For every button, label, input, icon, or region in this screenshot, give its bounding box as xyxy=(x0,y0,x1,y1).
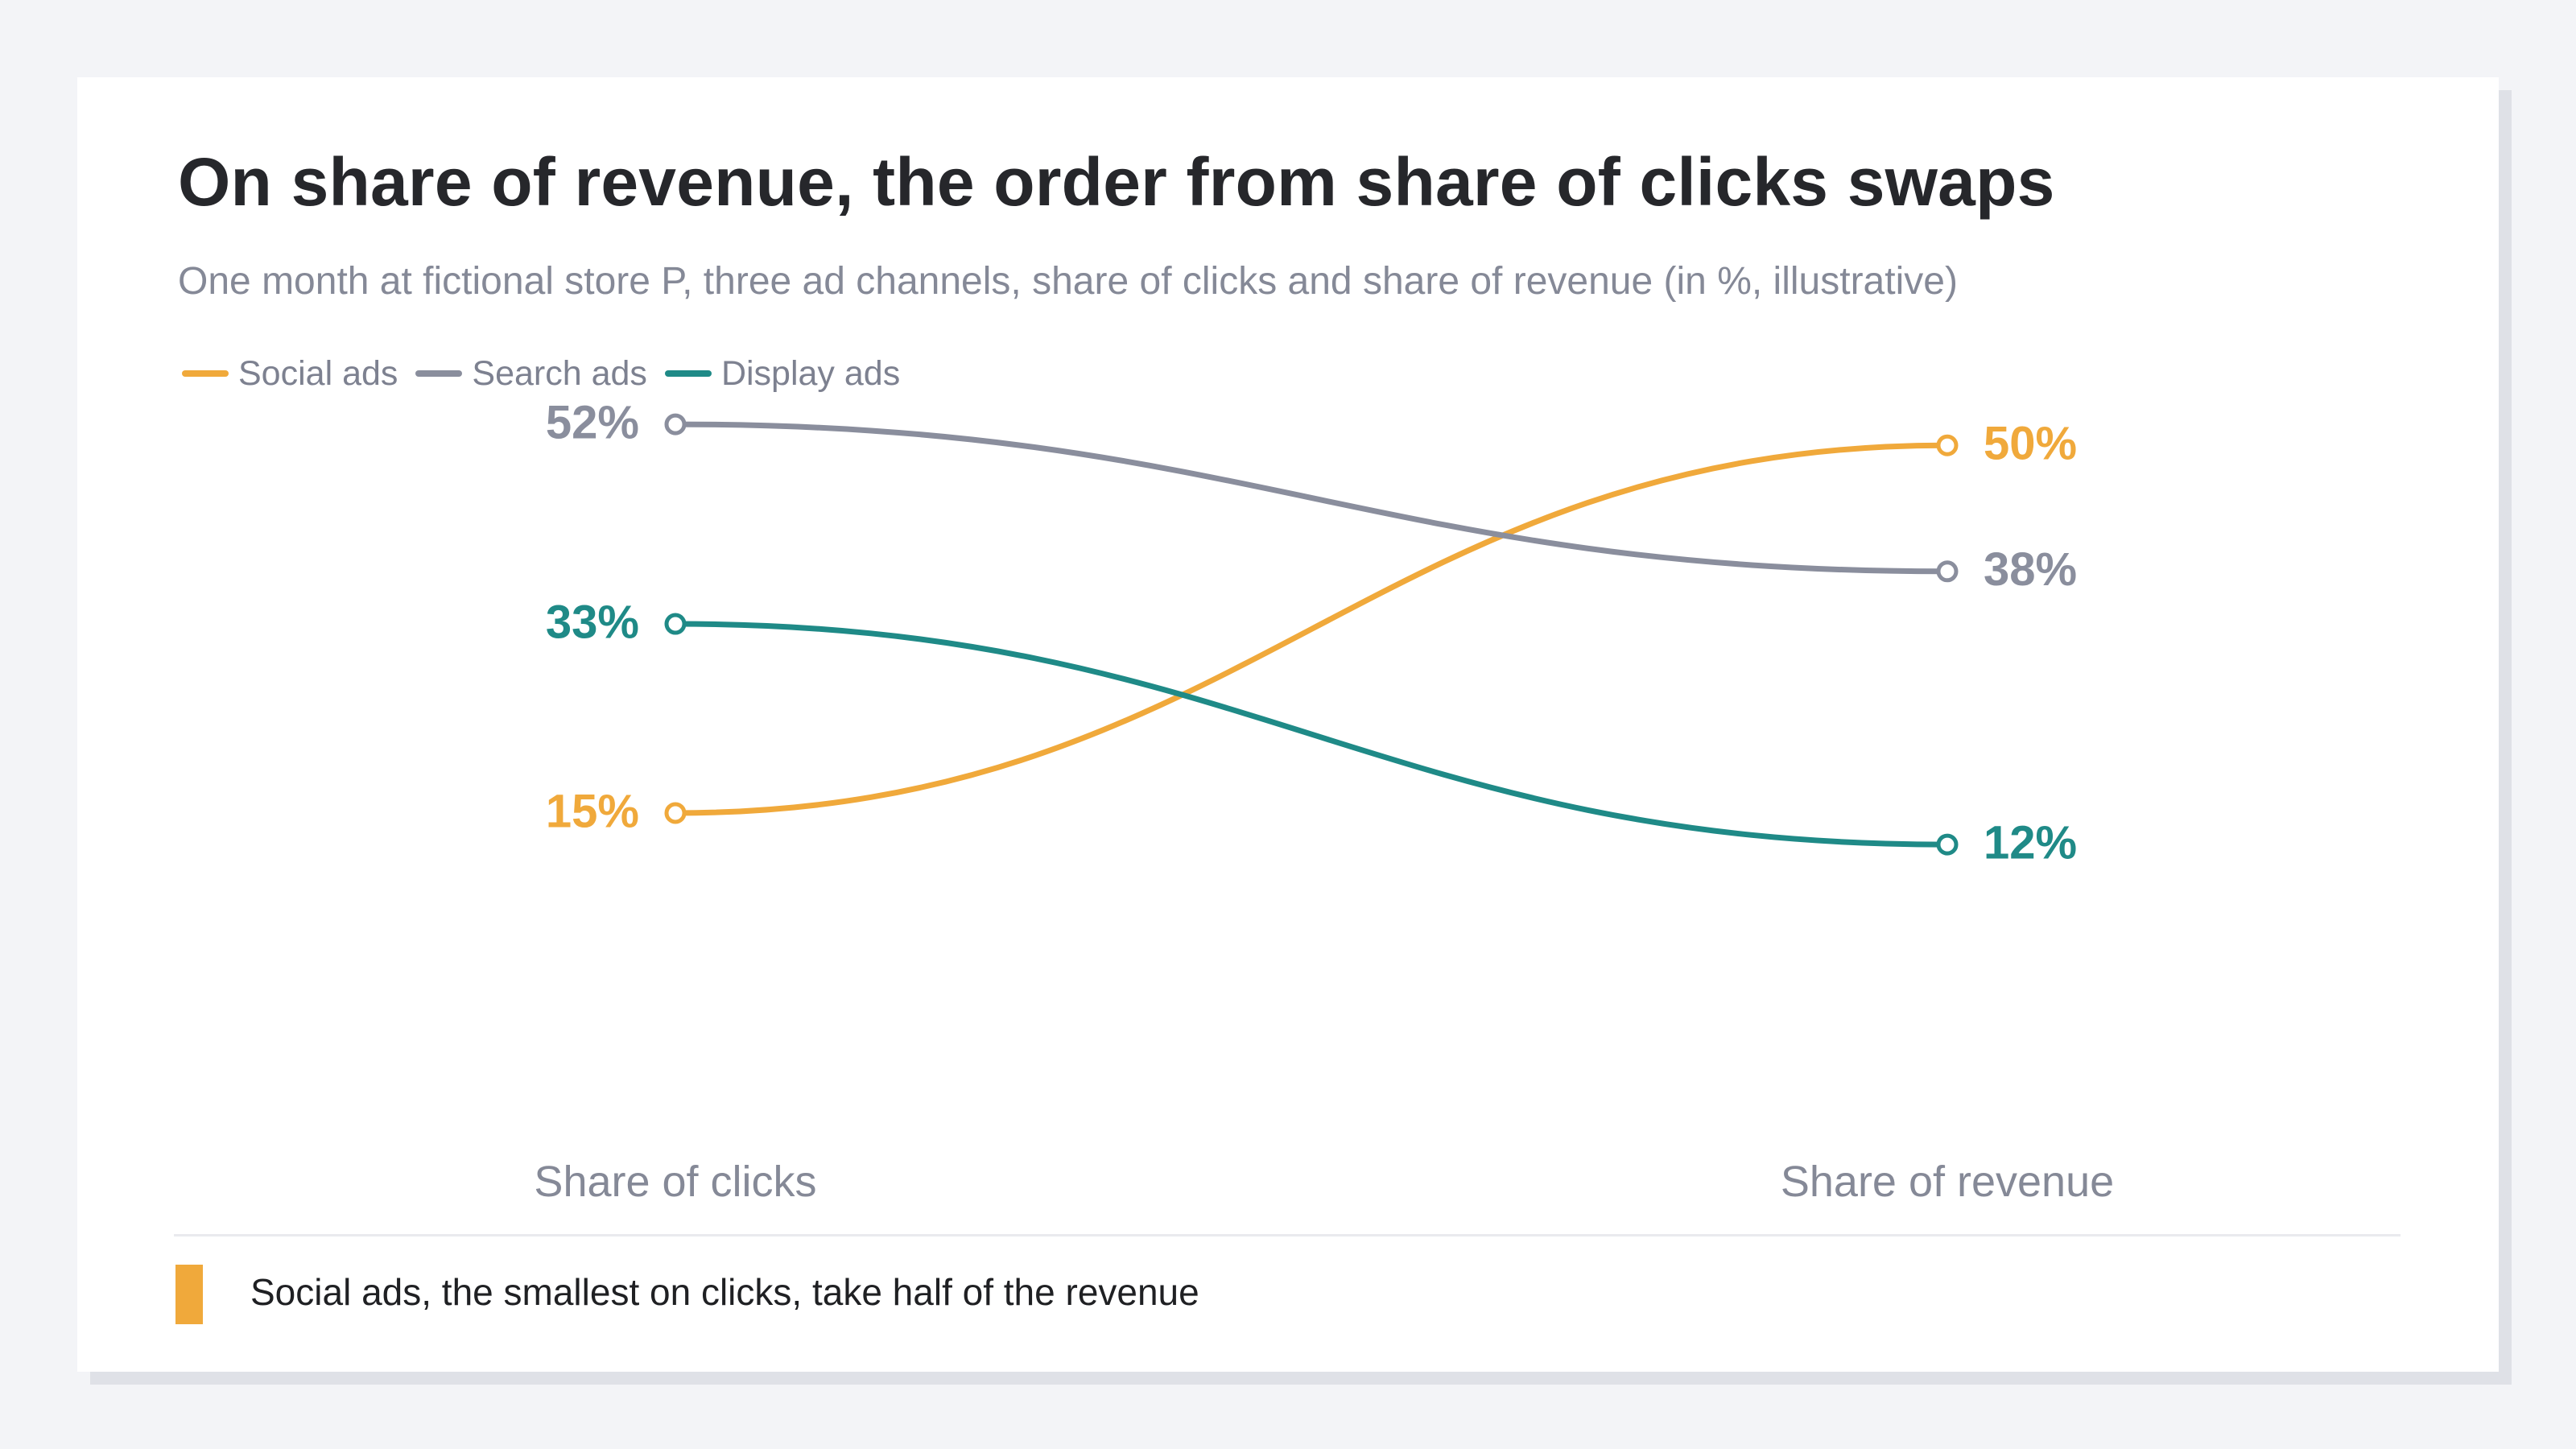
note-accent-bar xyxy=(175,1265,203,1324)
point-marker-display-ads-revenue xyxy=(1936,833,1959,856)
chart-title: On share of revenue, the order from shar… xyxy=(178,144,2055,220)
value-label-social-ads-clicks: 15% xyxy=(546,785,639,837)
chart-legend: Social ads Search ads Display ads xyxy=(182,349,918,398)
x-axis-label-share-of-revenue: Share of revenue xyxy=(1781,1158,2114,1206)
legend-swatch xyxy=(182,370,229,377)
legend-swatch xyxy=(415,370,463,377)
point-marker-search-ads-revenue xyxy=(1936,560,1959,583)
legend-label: Social ads xyxy=(238,353,398,393)
chart-subtitle: One month at fictional store P, three ad… xyxy=(178,260,1958,303)
slope-chart: 15% 50% 52% 38% 33% 12% Share of clicks Share o… xyxy=(534,396,2114,1206)
x-axis-label-share-of-clicks: Share of clicks xyxy=(534,1158,816,1206)
point-marker-social-ads-clicks xyxy=(664,802,687,824)
value-label-search-ads-clicks: 52% xyxy=(546,396,639,448)
divider xyxy=(174,1234,2401,1236)
point-marker-display-ads-clicks xyxy=(664,613,687,635)
value-label-search-ads-revenue: 38% xyxy=(1984,543,2077,596)
value-label-display-ads-clicks: 33% xyxy=(546,596,639,648)
legend-label: Search ads xyxy=(472,353,647,393)
series-line-social-ads xyxy=(672,442,1951,816)
series-line-display-ads xyxy=(672,621,1951,848)
legend-item-display-ads: Display ads xyxy=(664,353,901,394)
legend-swatch xyxy=(664,370,712,377)
value-label-social-ads-revenue: 50% xyxy=(1984,418,2077,470)
value-label-display-ads-revenue: 12% xyxy=(1984,816,2077,869)
note-text: Social ads, the smallest on clicks, take… xyxy=(250,1271,1199,1313)
legend-item-social-ads: Social ads xyxy=(182,354,398,394)
chart-card: On share of revenue, the order from shar… xyxy=(77,77,2499,1372)
legend-label: Display ads xyxy=(720,353,901,393)
series-line-search-ads xyxy=(672,421,1951,575)
legend-item-search-ads: Search ads xyxy=(415,354,647,394)
point-marker-social-ads-revenue xyxy=(1936,434,1959,456)
point-marker-search-ads-clicks xyxy=(664,413,687,436)
